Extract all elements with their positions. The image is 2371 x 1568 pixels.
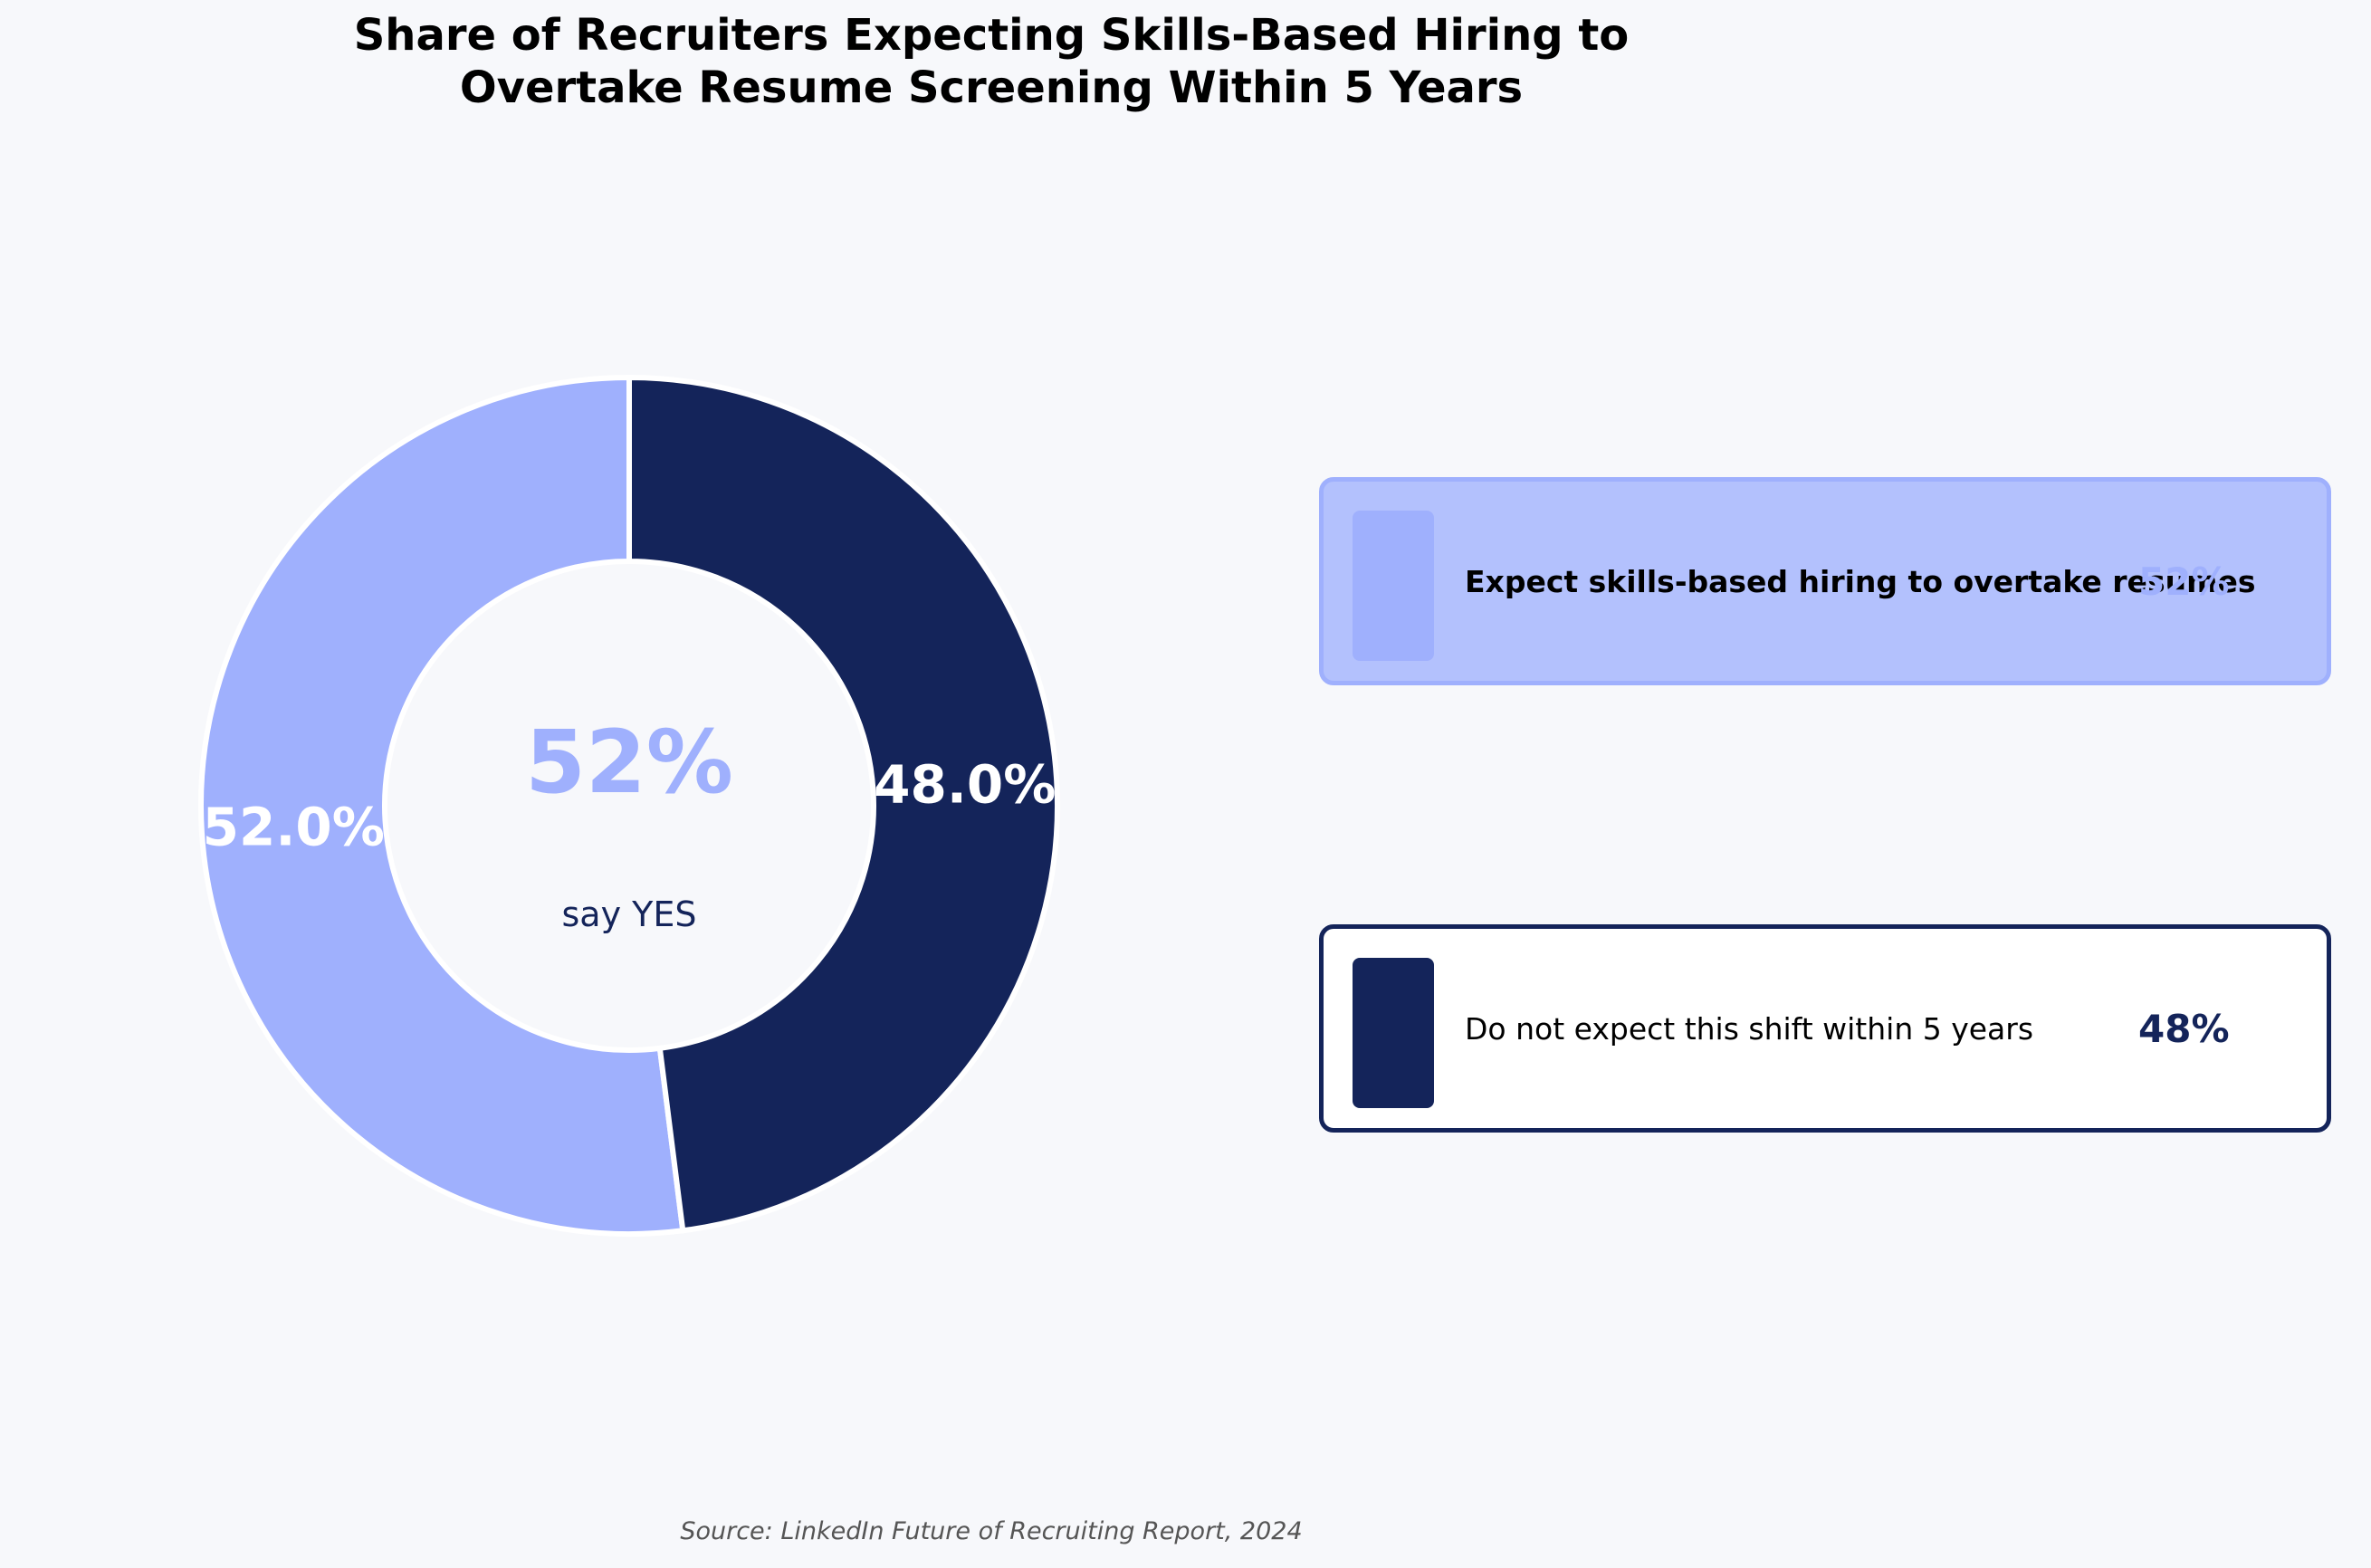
- donut-chart: 52.0% 48.0% 52% say YES: [198, 374, 1060, 1237]
- donut-slices: [198, 374, 1060, 1237]
- donut-slice-yes: [198, 374, 686, 1237]
- donut-slice-no: [626, 374, 1060, 1234]
- legend-swatch-yes: [1353, 511, 1434, 661]
- legend-value-yes: 52%: [2138, 559, 2230, 604]
- legend-swatch-no: [1353, 958, 1434, 1108]
- legend-label-yes: Expect skills-based hiring to overtake r…: [1465, 563, 2256, 599]
- legend-item-yes: Expect skills-based hiring to overtake r…: [1319, 477, 2331, 685]
- chart-title-line-2: Overtake Resume Screening Within 5 Years: [459, 62, 1524, 113]
- chart-title-line-1: Share of Recruiters Expecting Skills-Bas…: [353, 10, 1630, 61]
- chart-title: Share of Recruiters Expecting Skills-Bas…: [0, 9, 1983, 114]
- source-note: Source: LinkedIn Future of Recruiting Re…: [680, 1517, 1303, 1545]
- legend-value-no: 48%: [2138, 1006, 2230, 1051]
- legend-label-no: Do not expect this shift within 5 years: [1465, 1010, 2034, 1047]
- legend-item-no: Do not expect this shift within 5 years …: [1319, 924, 2331, 1133]
- slice-labels: 52.0% 48.0%: [203, 754, 1056, 858]
- center-percentage: 52%: [525, 712, 733, 813]
- slice-label-yes: 52.0%: [203, 796, 385, 857]
- center-subtext: say YES: [562, 894, 697, 934]
- slice-label-no: 48.0%: [874, 754, 1056, 816]
